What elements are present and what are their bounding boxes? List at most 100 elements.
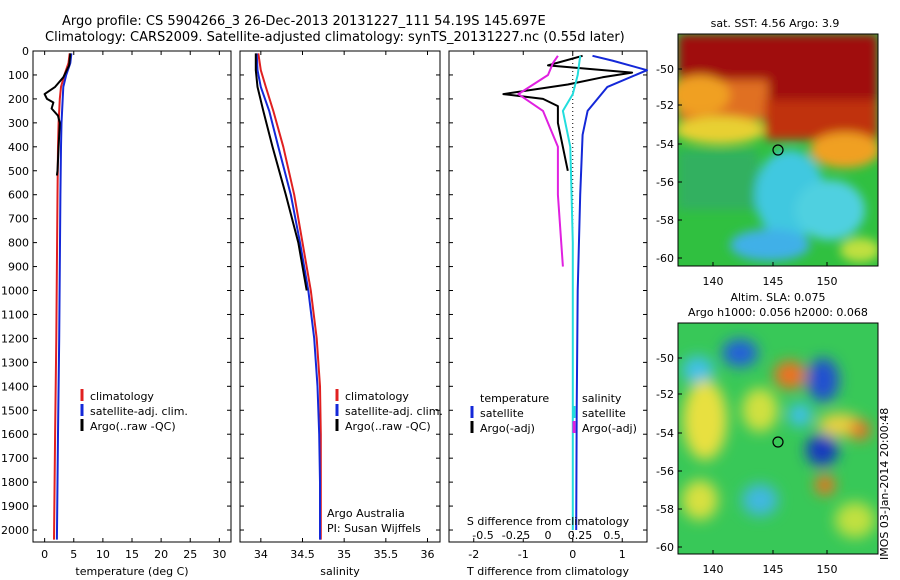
series-line-difference-3 <box>517 55 564 267</box>
y-tick-label: 1400 <box>1 380 29 393</box>
map-panel-1: -50 -52 -54 -56 -58 -60 140 145 150 Altim. SLA: 0… <box>656 291 879 576</box>
series-line-salinity-1 <box>255 53 321 540</box>
imos-timestamp: IMOS 03-Jan-2014 20:00:48 <box>878 407 891 560</box>
map-y-tick-label: -52 <box>656 99 674 112</box>
map-y-tick-label: -52 <box>656 388 674 401</box>
y-tick-label: 1600 <box>1 428 29 441</box>
series-line-salinity-0 <box>257 53 322 540</box>
legend-label: Argo(-adj) <box>480 422 535 435</box>
x-tick-label: 10 <box>96 548 110 561</box>
x-tick-label: -1 <box>518 548 529 561</box>
map-blob <box>678 75 730 115</box>
map-field <box>678 34 878 266</box>
x2-tick-label: 0.25 <box>568 529 593 542</box>
sla-map-title-1: Altim. SLA: 0.075 <box>730 291 825 304</box>
x-tick-label: 5 <box>70 548 77 561</box>
axes-frame-salinity <box>239 50 441 543</box>
annotation-text: PI: Susan Wijffels <box>327 522 421 535</box>
map-y-tick-label: -50 <box>656 352 674 365</box>
y-tick-label: 500 <box>8 165 29 178</box>
annotation-text: Argo Australia <box>327 507 405 520</box>
x2-tick-label: -0.5 <box>472 529 493 542</box>
map-blob <box>683 380 727 460</box>
y-tick-label: 200 <box>8 93 29 106</box>
map-blob <box>730 229 810 261</box>
sst-map-title: sat. SST: 4.56 Argo: 3.9 <box>711 17 840 30</box>
map-blob <box>810 132 878 168</box>
x-tick-label: 1 <box>619 548 626 561</box>
series-line-difference-0 <box>575 54 648 531</box>
map-blobs <box>678 34 878 262</box>
legend-label: Argo(-adj) <box>582 422 637 435</box>
x2-tick-label: -0.25 <box>502 529 530 542</box>
y-tick-label: 1000 <box>1 285 29 298</box>
map-blob <box>835 502 875 538</box>
x-tick-label: 0 <box>569 548 576 561</box>
map-y-tick-label: -50 <box>656 63 674 76</box>
y-tick-label: 1900 <box>1 500 29 513</box>
y-tick-label: 300 <box>8 117 29 130</box>
panel-salinity: 34 34.5 35 35.5 36 salinity climatology satelli… <box>239 50 443 578</box>
y-tick-label: 0 <box>22 45 29 58</box>
x-tick-label: -2 <box>468 548 479 561</box>
y-tick-label: 1800 <box>1 476 29 489</box>
argo-position-marker <box>772 436 784 448</box>
legend-label: satellite <box>582 407 626 420</box>
map-frame <box>677 33 879 267</box>
map-x-tick-label: 145 <box>763 275 784 288</box>
map-blob <box>850 420 870 440</box>
y-tick-label: 1300 <box>1 356 29 369</box>
map-blob <box>682 356 714 384</box>
legend-label: Argo(..raw -QC) <box>345 420 431 433</box>
x-tick-label: 30 <box>212 548 226 561</box>
map-y-tick-label: -58 <box>656 214 674 227</box>
y-tick-label: 100 <box>8 69 29 82</box>
series-line-difference-2 <box>561 55 582 530</box>
map-blob <box>806 434 838 466</box>
map-panel-0: -50 -52 -54 -56 -58 -60 140 145 150 sat. SST: 4.5… <box>656 17 879 288</box>
map-x-tick-label: 150 <box>817 563 838 576</box>
x-axis-label: temperature (deg C) <box>75 565 188 578</box>
chart-title-line-2: Climatology: CARS2009. Satellite-adjuste… <box>45 30 625 45</box>
legend-label: Argo(..raw -QC) <box>90 420 176 433</box>
y-tick-label: 800 <box>8 237 29 250</box>
y-tick-label: 1700 <box>1 452 29 465</box>
y-tick-label: 1500 <box>1 404 29 417</box>
legend-title: salinity <box>582 392 622 405</box>
map-blob <box>795 180 865 240</box>
x-tick-label: 36 <box>421 548 435 561</box>
legend-label: satellite-adj. clim. <box>90 405 188 418</box>
map-blob <box>840 238 878 262</box>
map-y-tick-label: -56 <box>656 465 674 478</box>
x-tick-label: 35.5 <box>374 548 399 561</box>
legend-label: climatology <box>345 390 409 403</box>
map-blob <box>760 34 878 104</box>
map-blob <box>807 358 839 402</box>
map-blobs <box>682 339 875 538</box>
map-y-tick-label: -60 <box>656 252 674 265</box>
panel-temperature: 0100200300400500600700800900100011001200… <box>1 45 232 578</box>
map-blob <box>742 484 778 516</box>
y-tick-label: 600 <box>8 189 29 202</box>
map-field <box>678 323 878 554</box>
series-line-temperature-1 <box>55 53 73 540</box>
legend-title: temperature <box>480 392 549 405</box>
x-tick-label: 0 <box>41 548 48 561</box>
map-blob <box>678 150 758 210</box>
map-x-tick-label: 140 <box>703 275 724 288</box>
map-x-tick-label: 145 <box>763 563 784 576</box>
panel-difference: -2 -1 0 1 T difference from climatology tempe… <box>448 50 648 578</box>
x2-axis-label: S difference from climatology <box>467 515 630 528</box>
map-blob <box>678 116 765 144</box>
map-frame <box>677 322 879 555</box>
map-blob <box>742 388 778 432</box>
chart-title-line-1: Argo profile: CS 5904266_3 26-Dec-2013 2… <box>62 14 546 29</box>
map-blob <box>788 403 812 427</box>
map-blob <box>774 361 806 389</box>
series-line-difference-1 <box>502 54 634 172</box>
map-y-tick-label: -54 <box>656 427 674 440</box>
series-line-temperature-2 <box>43 53 72 176</box>
x-tick-label: 34 <box>254 548 268 561</box>
map-y-tick-label: -56 <box>656 176 674 189</box>
